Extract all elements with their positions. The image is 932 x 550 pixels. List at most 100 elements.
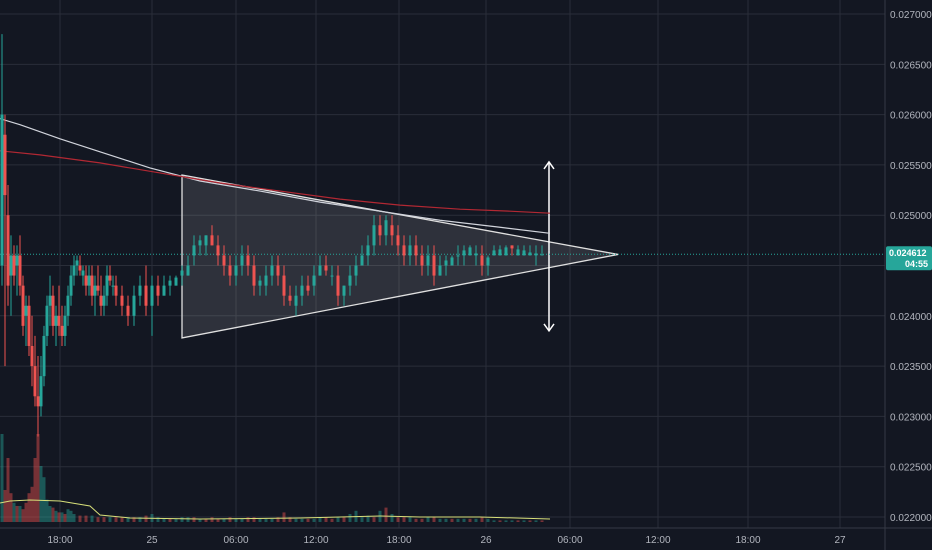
candle-body	[174, 277, 178, 286]
volume-bar	[498, 520, 502, 522]
candle-body	[33, 366, 37, 397]
candle-body	[288, 295, 292, 301]
y-tick-label: 0.024000	[890, 312, 932, 323]
candle-body	[168, 280, 172, 286]
volume-bar	[78, 515, 82, 522]
countdown-label: 04:55	[905, 259, 928, 269]
volume-bar	[288, 517, 292, 522]
candle-body	[240, 255, 244, 266]
x-tick-label: 18:00	[386, 535, 411, 546]
candle-body	[348, 275, 352, 286]
volume-bar	[9, 493, 13, 522]
candle-body	[3, 134, 7, 196]
candle-body	[180, 270, 184, 276]
volume-bar	[510, 520, 514, 522]
candle-body	[21, 285, 25, 326]
candle-body	[462, 250, 466, 256]
volume-bar	[450, 518, 454, 522]
volume-bar	[264, 518, 268, 522]
candle-body	[96, 285, 100, 291]
candle-body	[366, 245, 370, 256]
volume-bar	[372, 517, 376, 522]
candle-body	[390, 225, 394, 236]
candle-body	[138, 285, 142, 296]
volume-bar	[444, 518, 448, 522]
volume-bar	[192, 517, 196, 522]
volume-bar	[384, 507, 388, 522]
volume-bar	[330, 518, 334, 522]
volume-bar	[300, 518, 304, 522]
volume-bar	[324, 517, 328, 522]
candle-body	[27, 305, 31, 346]
candle-body	[210, 235, 214, 246]
candle-body	[312, 275, 316, 286]
x-tick-label: 25	[146, 535, 158, 546]
volume-bar	[402, 517, 406, 522]
volume-bar	[252, 517, 256, 522]
volume-bar	[102, 517, 106, 522]
candle-body	[294, 295, 298, 306]
candle-body	[114, 285, 118, 296]
volume-bar	[318, 517, 322, 522]
candle-body	[234, 265, 238, 276]
candle-body	[444, 260, 448, 266]
candle-body	[81, 270, 85, 276]
volume-bar	[84, 515, 88, 522]
volume-bar	[276, 517, 280, 522]
candle-body	[204, 235, 208, 246]
y-tick-label: 0.026500	[890, 60, 932, 71]
candle-body	[318, 265, 322, 276]
candle-body	[522, 250, 526, 256]
last-price-label: 0.024612	[889, 248, 927, 258]
volume-bar	[156, 517, 160, 522]
candle-body	[186, 265, 190, 276]
candle-body	[87, 275, 91, 286]
candle-body	[426, 255, 430, 266]
y-tick-label: 0.026000	[890, 111, 932, 122]
candle-body	[504, 247, 508, 256]
candle-body	[90, 275, 94, 296]
candle-body	[0, 114, 4, 266]
x-tick-label: 12:00	[303, 535, 328, 546]
volume-bar	[138, 517, 142, 522]
candle-body	[372, 225, 376, 246]
volume-bar	[51, 507, 55, 522]
volume-bar	[492, 520, 496, 522]
volume-bar	[408, 517, 412, 522]
candle-body	[354, 265, 358, 276]
candle-body	[378, 225, 382, 236]
volume-bar	[96, 517, 100, 522]
volume-bar	[462, 518, 466, 522]
x-tick-label: 06:00	[223, 535, 248, 546]
volume-bar	[144, 515, 148, 522]
candle-body	[18, 255, 22, 286]
candle-body	[156, 285, 160, 296]
candle-body	[15, 255, 19, 266]
y-tick-label: 0.023000	[890, 412, 932, 423]
candle-body	[60, 325, 64, 336]
volume-bar	[222, 518, 226, 522]
volume-bar	[198, 518, 202, 522]
candle-body	[528, 252, 532, 256]
candle-body	[306, 285, 310, 291]
candle-body	[36, 396, 40, 407]
volume-bar	[426, 517, 430, 522]
candle-body	[84, 275, 88, 286]
candle-body	[402, 245, 406, 256]
candle-body	[216, 245, 220, 256]
candle-body	[150, 285, 154, 306]
volume-bar	[33, 458, 37, 522]
candle-body	[111, 285, 115, 287]
y-tick-label: 0.022500	[890, 463, 932, 474]
candle-body	[39, 376, 43, 407]
y-tick-label: 0.025500	[890, 161, 932, 172]
candle-body	[450, 257, 454, 266]
volume-bar	[39, 466, 43, 522]
candle-body	[300, 285, 304, 296]
candle-body	[66, 295, 70, 316]
volume-bars	[0, 434, 551, 522]
volume-bar	[474, 518, 478, 522]
candle-body	[78, 265, 82, 271]
